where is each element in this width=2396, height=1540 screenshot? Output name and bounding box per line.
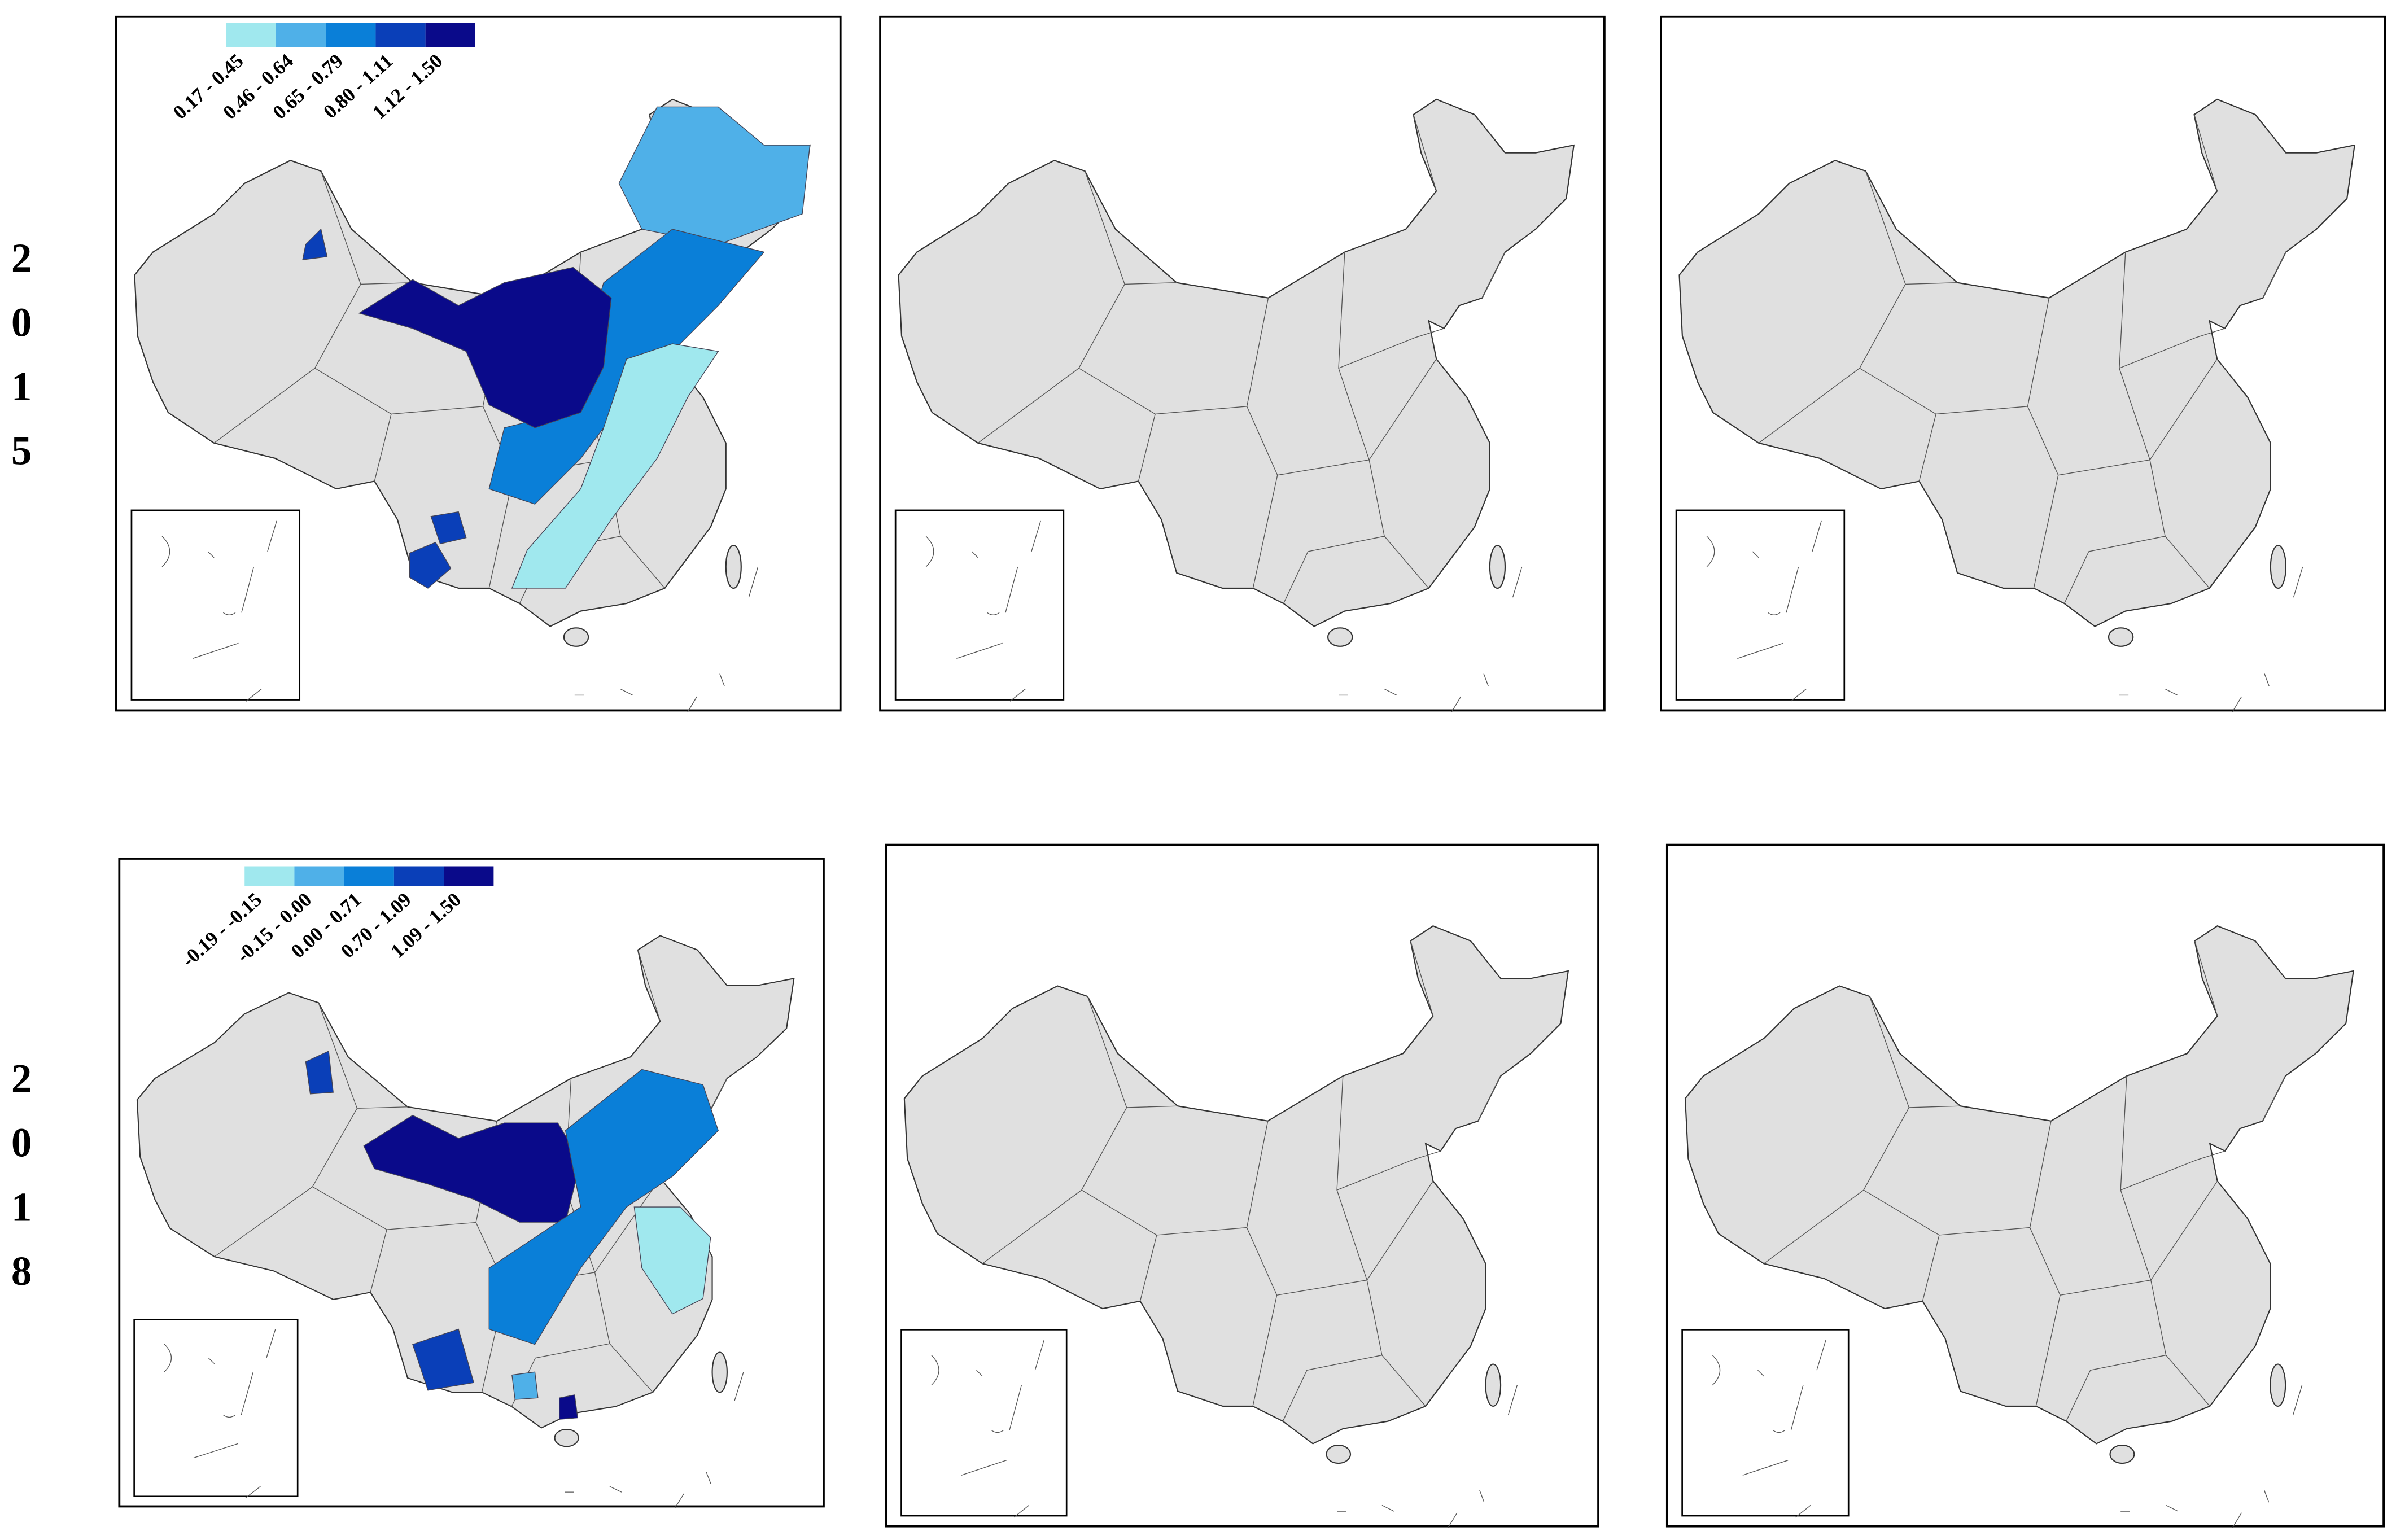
legend-swatch: [244, 867, 294, 886]
year-digit: 0: [11, 1120, 32, 1166]
map-panel: [1667, 845, 2384, 1528]
year-digit: 1: [11, 364, 32, 409]
legend-swatch: [226, 23, 276, 47]
map-panel: [886, 845, 1598, 1528]
region: [512, 1372, 538, 1399]
legend-swatch: [375, 23, 425, 47]
year-digit: 0: [11, 299, 32, 345]
map-panel: [1661, 17, 2385, 712]
legend-swatch: [394, 867, 444, 886]
year-digit: 2: [11, 235, 32, 281]
legend-swatch: [444, 867, 493, 886]
year-digit: 2: [11, 1056, 32, 1101]
legend-swatch: [426, 23, 475, 47]
legend-swatch: [294, 867, 344, 886]
map-panel: [880, 17, 1604, 712]
year-digit: 8: [11, 1248, 32, 1294]
legend-swatch: [276, 23, 326, 47]
legend-swatch: [326, 23, 375, 47]
legend-swatch: [344, 867, 394, 886]
year-digit: 1: [11, 1184, 32, 1230]
region: [559, 1395, 578, 1419]
year-digit: 5: [11, 428, 32, 474]
